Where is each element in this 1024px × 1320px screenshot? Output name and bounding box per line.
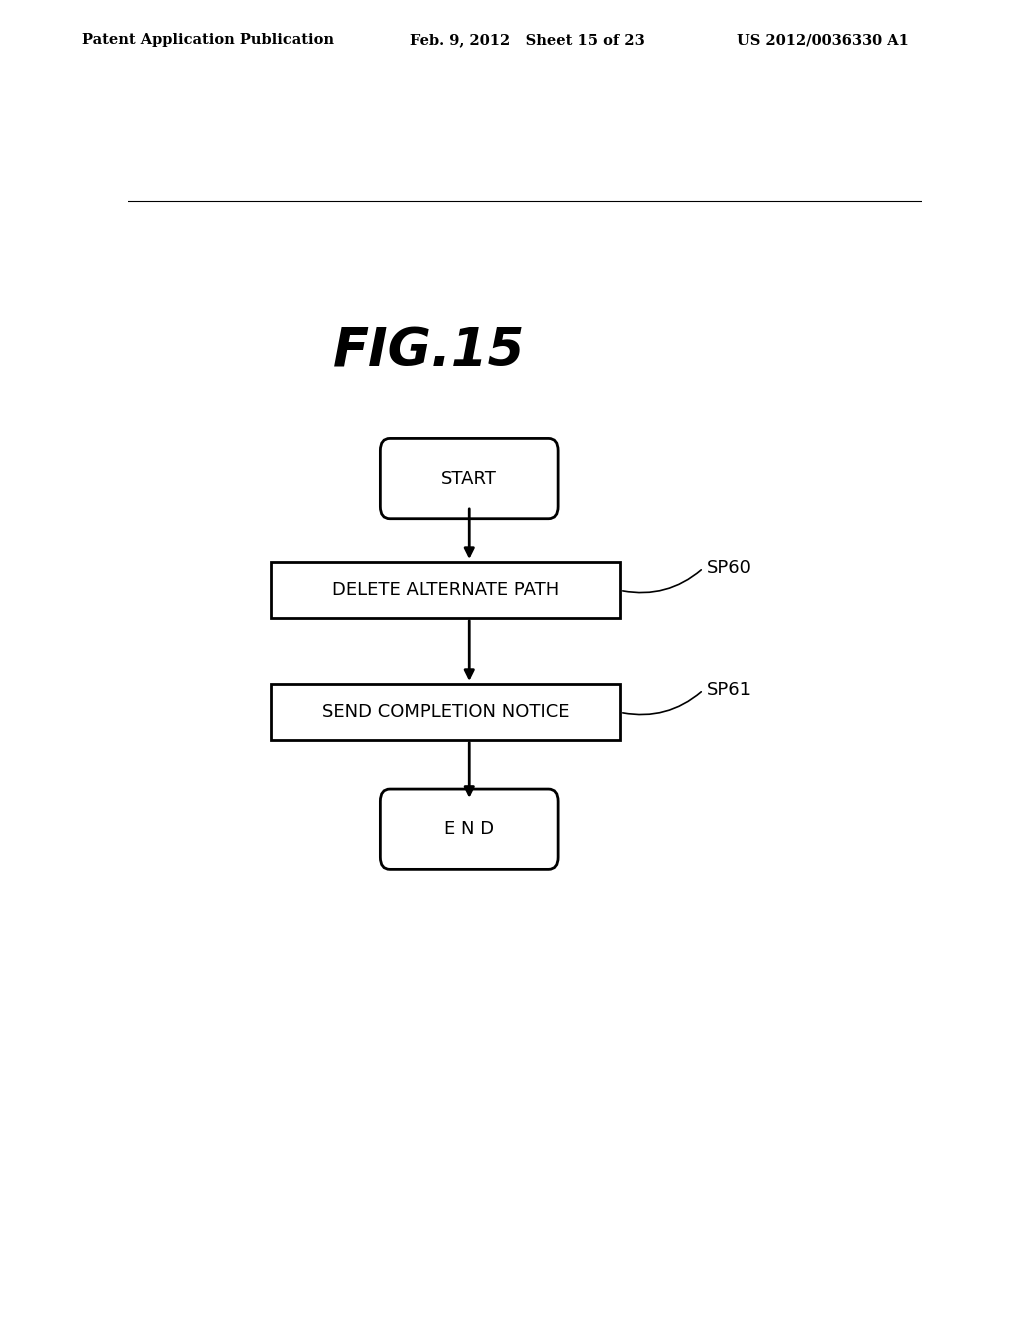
FancyBboxPatch shape: [380, 438, 558, 519]
Text: START: START: [441, 470, 498, 487]
Text: Patent Application Publication: Patent Application Publication: [82, 33, 334, 48]
FancyBboxPatch shape: [270, 684, 620, 741]
FancyBboxPatch shape: [380, 789, 558, 870]
Text: E N D: E N D: [444, 820, 495, 838]
Text: SP61: SP61: [708, 681, 753, 700]
Text: DELETE ALTERNATE PATH: DELETE ALTERNATE PATH: [332, 581, 559, 599]
Text: Feb. 9, 2012   Sheet 15 of 23: Feb. 9, 2012 Sheet 15 of 23: [410, 33, 644, 48]
FancyBboxPatch shape: [270, 562, 620, 618]
Text: US 2012/0036330 A1: US 2012/0036330 A1: [737, 33, 909, 48]
Text: SP60: SP60: [708, 558, 753, 577]
Text: FIG.15: FIG.15: [334, 326, 525, 378]
Text: SEND COMPLETION NOTICE: SEND COMPLETION NOTICE: [322, 704, 569, 721]
